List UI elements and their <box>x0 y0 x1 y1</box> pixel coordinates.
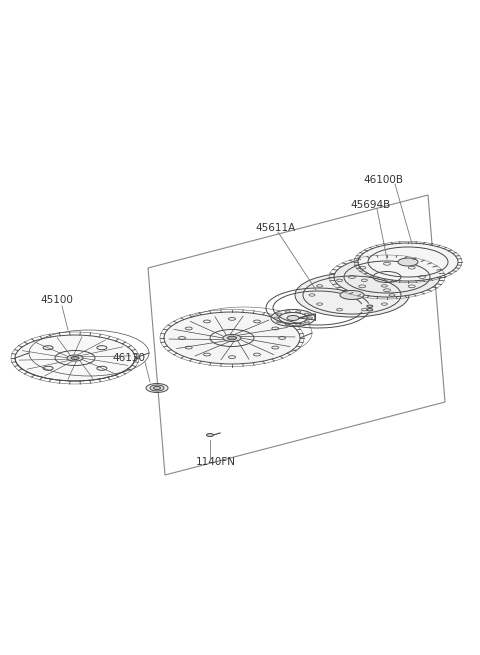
Ellipse shape <box>271 310 315 326</box>
Ellipse shape <box>154 386 160 390</box>
Ellipse shape <box>340 291 364 299</box>
Ellipse shape <box>15 335 135 381</box>
Ellipse shape <box>223 335 241 341</box>
Text: 45694B: 45694B <box>350 200 390 210</box>
Ellipse shape <box>146 383 168 392</box>
Text: 1140FN: 1140FN <box>196 457 236 467</box>
Ellipse shape <box>67 355 83 361</box>
Ellipse shape <box>367 309 373 311</box>
Ellipse shape <box>287 316 299 320</box>
Ellipse shape <box>334 257 440 297</box>
Text: 46130: 46130 <box>112 353 145 363</box>
Ellipse shape <box>295 273 409 317</box>
Ellipse shape <box>164 312 300 364</box>
Ellipse shape <box>71 356 79 360</box>
Ellipse shape <box>367 305 373 307</box>
Text: 45100: 45100 <box>40 295 73 305</box>
Text: 46100B: 46100B <box>363 175 403 185</box>
Ellipse shape <box>398 258 418 266</box>
Ellipse shape <box>358 243 458 281</box>
Text: 45611A: 45611A <box>255 223 295 233</box>
Ellipse shape <box>228 336 237 340</box>
Ellipse shape <box>150 385 164 391</box>
Ellipse shape <box>206 434 214 436</box>
